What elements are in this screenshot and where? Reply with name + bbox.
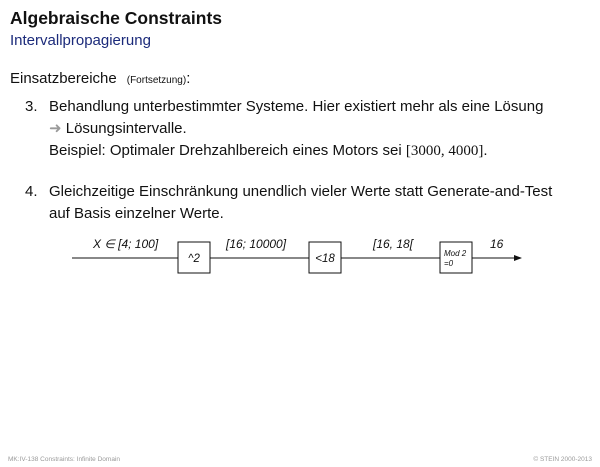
square-operator-label: ^2 [188,253,200,265]
item-3-line-3: Beispiel: Optimaler Drehzahlbereich eine… [49,140,543,162]
mod-operator-line-2: =0 [444,259,454,268]
item-3-line-1: Behandlung unterbestimmter Systeme. Hier… [49,98,544,115]
intro-line: Einsatzbereiche (Fortsetzung): [10,70,190,87]
arrow-right-icon: ➜ [49,120,62,137]
item-3-line-2-text: Lösungsintervalle. [65,120,187,137]
intro-colon: : [186,70,191,87]
bounded-interval-label: [16, 18[ [372,237,415,251]
item-3-example-text: Beispiel: Optimaler Drehzahlbereich eine… [49,142,406,159]
list-item-number: 3. [25,98,38,115]
squared-interval-label: [16; 10000] [225,237,287,251]
slide-subtitle: Intervallpropagierung [10,32,151,49]
mod-operator-box: Mod 2 =0 [439,241,473,274]
item-3-period: . [483,142,488,159]
intro-label: Einsatzbereiche [10,70,117,87]
square-operator-box: ^2 [177,241,211,274]
list-item-body: Behandlung unterbestimmter Systeme. Hier… [49,96,543,162]
intro-paren: (Fortsetzung) [126,75,187,86]
slide-title: Algebraische Constraints [10,8,222,28]
result-value-label: 16 [490,237,504,251]
less-than-operator-label: <18 [315,253,335,265]
list-item-number: 4. [25,183,38,200]
input-interval-label: X ∈ [4; 100] [92,237,159,251]
item-4-line-2: auf Basis einzelner Werte. [49,205,224,222]
footer-slide-id: MK:IV-138 Constraints: Infinite Domain [8,456,120,463]
item-3-line-2: ➜ Lösungsintervalle. [49,118,543,140]
item-3-interval: [3000, 4000] [405,143,484,159]
mod-operator-line-1: Mod 2 [444,249,467,258]
item-4-line-1: Gleichzeitige Einschränkung unendlich vi… [49,183,553,200]
footer-copyright: © STEIN 2000-2013 [533,456,592,463]
list-item-body: Gleichzeitige Einschränkung unendlich vi… [49,181,552,225]
less-than-operator-box: <18 [308,241,342,274]
